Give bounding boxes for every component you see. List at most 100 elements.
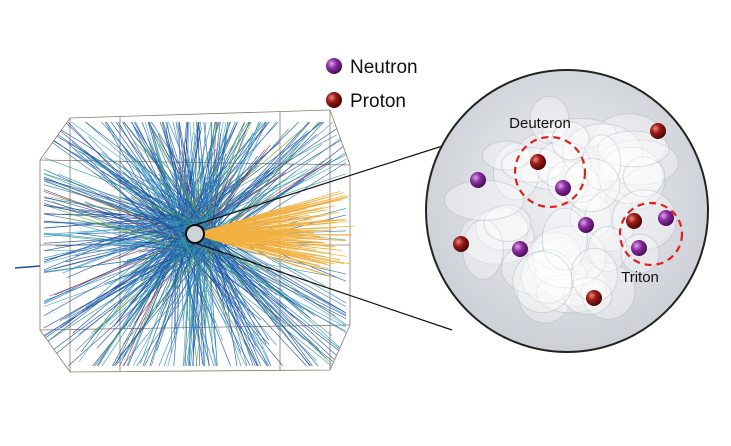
track <box>147 121 212 239</box>
track <box>195 227 215 367</box>
track <box>208 128 290 220</box>
track <box>194 245 307 367</box>
texture-blob <box>581 134 621 191</box>
texture-blob <box>622 156 666 197</box>
track <box>198 232 347 326</box>
track <box>190 127 305 225</box>
neutron <box>631 240 647 256</box>
collision-vertex <box>185 224 205 244</box>
track <box>182 121 238 234</box>
track <box>208 242 347 275</box>
track <box>101 250 179 367</box>
zoom-view: Deuteron Triton <box>425 69 709 353</box>
texture-blob <box>541 207 588 271</box>
track <box>71 222 189 269</box>
track <box>96 248 191 349</box>
track <box>208 121 229 245</box>
particle-tracks <box>43 121 347 367</box>
track <box>208 244 272 367</box>
texture-blob <box>512 251 573 314</box>
track <box>78 220 181 362</box>
texture-blob <box>532 237 582 281</box>
track <box>107 126 181 216</box>
track <box>175 121 190 218</box>
legend-neutron-label: Neutron <box>350 57 418 78</box>
track <box>64 250 195 320</box>
track <box>94 225 200 367</box>
proton-legend-icon <box>326 92 342 108</box>
triton-label: Triton <box>621 269 659 286</box>
proton <box>530 154 546 170</box>
track <box>197 121 216 218</box>
track <box>145 227 189 293</box>
texture-blob <box>541 118 617 148</box>
track <box>195 242 347 319</box>
track <box>209 121 321 230</box>
track <box>43 184 177 222</box>
track <box>198 121 218 247</box>
legend-proton-label: Proton <box>350 91 406 112</box>
neutron <box>555 180 571 196</box>
track <box>120 196 183 221</box>
highlighted-track <box>194 233 341 261</box>
track <box>43 235 211 344</box>
texture-blob <box>534 255 588 298</box>
track <box>95 237 181 250</box>
highlighted-track <box>194 214 310 235</box>
highlighted-track <box>194 223 310 235</box>
neutron <box>470 172 486 188</box>
track <box>117 242 216 360</box>
highlighted-track <box>194 233 342 251</box>
track <box>101 151 194 221</box>
track <box>156 195 197 219</box>
track <box>197 121 299 223</box>
track <box>60 230 190 329</box>
track <box>208 121 246 226</box>
track <box>114 174 191 220</box>
track <box>140 225 192 364</box>
zoom-line-bottom <box>194 242 453 331</box>
texture-blob <box>483 204 532 243</box>
texture-blob <box>475 206 529 251</box>
track <box>133 141 209 218</box>
track <box>43 242 181 340</box>
triton-ring <box>618 201 684 267</box>
texture-blob <box>596 130 670 168</box>
track <box>77 232 185 249</box>
track <box>123 121 201 221</box>
texture-blob <box>597 146 664 205</box>
texture-blob <box>520 249 575 304</box>
track <box>165 126 183 219</box>
track <box>210 121 213 223</box>
track <box>208 250 341 352</box>
proton <box>453 236 469 252</box>
track <box>202 121 227 237</box>
track <box>204 248 209 367</box>
highlighted-track <box>194 233 335 265</box>
track <box>43 205 203 224</box>
track <box>209 245 227 316</box>
highlighted-track <box>194 203 306 235</box>
track <box>125 149 178 217</box>
track <box>44 180 198 237</box>
track <box>109 249 191 325</box>
track <box>210 121 252 217</box>
track <box>188 223 191 367</box>
track <box>71 121 202 218</box>
highlighted-track <box>194 233 296 242</box>
deuteron-label: Deuteron <box>509 115 571 132</box>
track <box>186 226 340 349</box>
track <box>95 242 200 245</box>
texture-blob <box>569 172 607 214</box>
track <box>204 171 281 223</box>
track <box>81 221 184 312</box>
track <box>43 224 184 261</box>
track <box>144 121 178 229</box>
neutron <box>512 241 528 257</box>
track <box>197 121 277 222</box>
track <box>57 128 176 225</box>
track <box>117 121 177 218</box>
highlighted-track <box>194 233 329 270</box>
track <box>181 241 231 367</box>
